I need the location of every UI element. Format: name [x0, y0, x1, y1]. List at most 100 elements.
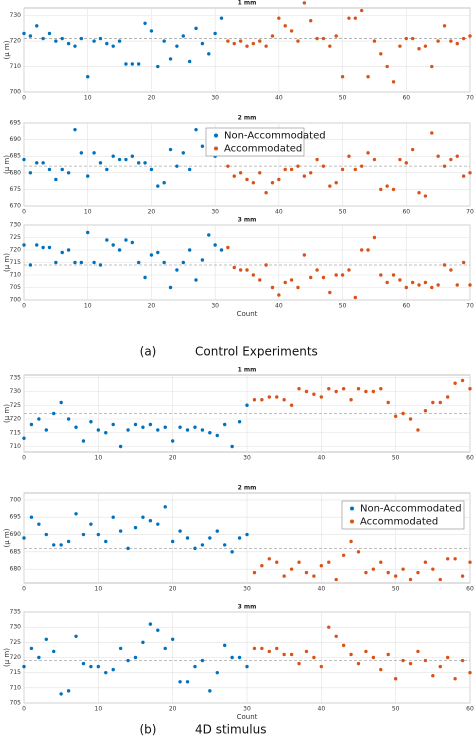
x-tick-label: 40	[318, 586, 326, 593]
x-tick-label: 20	[148, 209, 156, 216]
caption-label: (a)	[140, 345, 157, 359]
data-point	[22, 436, 26, 440]
data-point	[105, 167, 109, 172]
data-point	[460, 658, 465, 663]
y-axis-label: (μ m)	[3, 404, 11, 423]
data-point	[230, 444, 234, 449]
data-point	[372, 157, 377, 162]
y-tick-label: 705	[10, 700, 22, 707]
data-point	[245, 403, 249, 407]
data-point	[66, 171, 71, 175]
data-point	[200, 428, 205, 432]
data-point	[41, 36, 45, 41]
data-point	[468, 171, 472, 175]
data-point	[81, 661, 86, 666]
data-point	[410, 36, 415, 41]
data-point	[364, 649, 368, 654]
data-point	[393, 677, 398, 681]
data-point	[289, 567, 294, 571]
data-point	[309, 171, 313, 175]
data-point	[52, 649, 56, 654]
data-point	[175, 164, 179, 168]
data-point	[416, 570, 420, 575]
data-point	[449, 39, 453, 43]
data-point	[371, 655, 376, 660]
data-point	[130, 240, 135, 245]
data-point	[178, 529, 182, 533]
data-point	[111, 667, 115, 672]
data-point	[148, 422, 153, 427]
data-point	[304, 570, 309, 575]
data-point	[264, 263, 268, 267]
data-point	[149, 167, 154, 172]
data-point	[232, 41, 236, 46]
data-point	[44, 428, 48, 432]
data-point	[35, 24, 39, 28]
data-point	[334, 181, 338, 185]
x-tick-label: 30	[211, 95, 219, 102]
panel-title: 2 mm	[238, 115, 257, 122]
data-point	[423, 194, 428, 198]
y-tick-label: 715	[10, 429, 22, 436]
data-point	[289, 167, 294, 172]
data-point	[442, 24, 447, 28]
data-point	[453, 677, 457, 681]
data-point	[416, 428, 420, 432]
data-point	[319, 664, 324, 669]
data-point	[141, 640, 145, 645]
data-point	[170, 539, 175, 544]
data-point	[328, 44, 332, 48]
data-point	[460, 378, 465, 383]
data-point	[275, 560, 279, 564]
data-point	[168, 285, 173, 290]
legend-label: Non-Accommodated	[224, 131, 326, 142]
data-point	[379, 52, 383, 56]
data-point	[277, 177, 281, 182]
data-point	[41, 161, 45, 165]
data-point	[446, 557, 450, 561]
data-point	[98, 36, 103, 41]
data-point	[22, 157, 26, 162]
x-tick-label: 60	[466, 586, 474, 593]
data-point	[430, 64, 434, 69]
y-tick-label: 730	[10, 12, 22, 19]
data-point	[22, 664, 26, 669]
data-point	[315, 36, 319, 41]
data-point	[270, 181, 275, 185]
data-point	[200, 41, 205, 46]
y-tick-label: 700	[10, 496, 22, 503]
data-point	[73, 260, 77, 265]
y-tick-label: 690	[10, 136, 22, 143]
y-tick-label: 700	[10, 297, 22, 304]
x-tick-label: 30	[211, 209, 219, 216]
legend-marker	[214, 133, 218, 138]
data-point	[260, 563, 264, 568]
data-point	[37, 522, 41, 526]
data-point	[401, 658, 405, 663]
data-point	[366, 248, 370, 252]
y-tick-label: 720	[10, 247, 22, 254]
x-tick-label: 40	[275, 95, 283, 102]
data-point	[29, 422, 34, 427]
data-point	[328, 184, 332, 188]
x-tick-label: 0	[22, 706, 26, 713]
data-point	[117, 39, 122, 43]
x-tick-label: 20	[169, 706, 177, 713]
data-point	[315, 157, 319, 162]
data-point	[60, 36, 64, 41]
data-point	[393, 574, 398, 578]
data-point	[208, 689, 212, 693]
data-point	[54, 260, 58, 265]
data-point	[366, 75, 370, 79]
data-point	[267, 395, 271, 399]
y-tick-label: 695	[10, 120, 22, 127]
data-point	[319, 395, 324, 399]
data-point	[468, 670, 472, 675]
data-point	[275, 646, 279, 651]
data-point	[468, 387, 472, 391]
data-point	[181, 151, 185, 155]
data-point	[230, 550, 234, 554]
data-point	[126, 546, 130, 551]
data-point	[341, 553, 346, 558]
